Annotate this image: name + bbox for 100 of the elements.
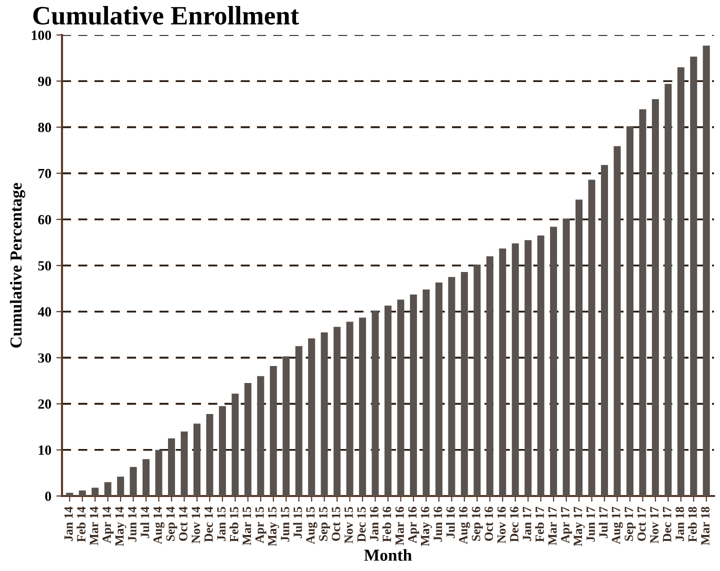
x-tick-label: Apr 14 <box>102 506 114 544</box>
bar <box>664 84 672 496</box>
bar <box>614 146 621 496</box>
x-tick-label: Jan 16 <box>370 506 378 541</box>
bar <box>270 366 277 496</box>
bar <box>435 282 442 496</box>
x-tick-label: Apr 16 <box>408 506 420 544</box>
bar <box>130 466 137 496</box>
bar <box>550 226 558 496</box>
bar <box>460 272 468 496</box>
y-tick-label: 70 <box>38 168 52 178</box>
x-tick-label: Sep 16 <box>472 506 483 541</box>
x-tick-label: Mar 17 <box>548 506 557 546</box>
bar <box>474 264 481 496</box>
x-tick-label: May 15 <box>268 506 280 546</box>
x-tick-label: Sep 17 <box>624 506 636 541</box>
y-tick-label: 20 <box>38 399 52 409</box>
y-tick-label: 30 <box>38 353 52 363</box>
x-tick-label: Nov 14 <box>192 506 200 544</box>
bar <box>702 46 710 496</box>
bar <box>295 346 302 496</box>
chart-title: Cumulative Enrollment <box>33 6 299 25</box>
bar <box>66 492 74 496</box>
x-tick-label: Nov 15 <box>344 506 353 544</box>
bar <box>410 294 417 496</box>
bar <box>372 310 379 496</box>
bar <box>677 67 684 496</box>
bar <box>626 126 634 496</box>
bar <box>384 306 392 496</box>
x-tick-label: Jun 16 <box>434 506 442 542</box>
bar <box>588 180 596 496</box>
y-tick-label: 0 <box>45 492 52 501</box>
x-tick-label: Feb 17 <box>535 506 544 542</box>
x-tick-label: Jan 15 <box>217 506 226 541</box>
x-tick-label: Nov 16 <box>497 506 506 544</box>
x-axis-title: Month <box>364 549 412 561</box>
bar <box>206 414 214 496</box>
x-tick-label: Mar 14 <box>90 506 98 546</box>
x-tick-label: May 17 <box>574 506 585 546</box>
bar <box>282 356 290 496</box>
x-tick-label: Aug 14 <box>153 506 164 544</box>
x-tick-label: Oct 16 <box>484 506 494 541</box>
bar <box>448 277 456 496</box>
bar <box>600 165 608 496</box>
y-tick-label: 100 <box>32 30 52 40</box>
y-tick-label: 80 <box>38 122 52 132</box>
x-tick-label: Oct 14 <box>178 506 188 541</box>
bar <box>334 326 341 496</box>
bar <box>652 99 659 496</box>
x-tick-label: Oct 15 <box>332 506 340 541</box>
x-tick-label: Jan 17 <box>522 506 532 541</box>
bar <box>397 300 404 496</box>
bar <box>537 236 544 496</box>
y-tick-label: 10 <box>38 445 52 455</box>
x-tick-label: Sep 15 <box>319 506 330 541</box>
x-tick-label: Sep 14 <box>166 506 178 541</box>
x-tick-label: Jan 18 <box>676 506 684 541</box>
bar <box>308 338 316 496</box>
x-tick-label: Apr 15 <box>255 506 266 544</box>
x-tick-label: Mar 16 <box>395 506 404 546</box>
x-tick-label: Dec 16 <box>510 506 518 542</box>
bar <box>524 240 532 496</box>
bar <box>180 431 188 496</box>
x-tick-label: Dec 17 <box>662 506 672 542</box>
x-tick-label: Oct 17 <box>637 506 646 541</box>
x-tick-label: Jul 14 <box>140 506 150 538</box>
x-tick-label: Feb 18 <box>688 506 697 542</box>
bar <box>639 109 646 496</box>
x-tick-label: Dec 14 <box>204 506 213 542</box>
x-tick-label: Nov 17 <box>650 506 659 544</box>
bar <box>257 376 264 496</box>
x-tick-label: Apr 17 <box>561 506 572 544</box>
bar <box>576 200 583 496</box>
bar <box>168 438 176 496</box>
bar <box>690 56 698 496</box>
y-tick-label: 40 <box>38 307 52 317</box>
x-tick-label: Aug 15 <box>306 506 318 544</box>
x-tick-label: Jul 15 <box>293 506 302 538</box>
x-tick-label: Mar 18 <box>701 506 710 546</box>
bar <box>142 459 150 496</box>
x-tick-label: Feb 16 <box>382 506 392 542</box>
x-tick-label: Jul 17 <box>598 506 608 538</box>
y-tick-label: 50 <box>38 261 52 270</box>
bar <box>104 482 112 496</box>
x-tick-label: Aug 17 <box>612 506 623 544</box>
bar <box>486 256 494 496</box>
x-tick-label: May 16 <box>420 506 432 546</box>
x-tick-label: Jun 15 <box>280 506 290 542</box>
bar <box>359 318 366 496</box>
bar <box>422 289 430 496</box>
bar <box>117 476 124 496</box>
bar <box>78 490 86 496</box>
x-tick-label: Jun 14 <box>128 506 136 542</box>
x-tick-label: Aug 16 <box>459 506 470 544</box>
y-tick-label: 60 <box>38 214 52 224</box>
bar <box>562 218 570 496</box>
x-tick-label: Jun 17 <box>586 506 595 542</box>
y-tick-label: 90 <box>38 76 52 86</box>
x-tick-label: Mar 15 <box>242 506 252 546</box>
bar <box>244 383 252 496</box>
